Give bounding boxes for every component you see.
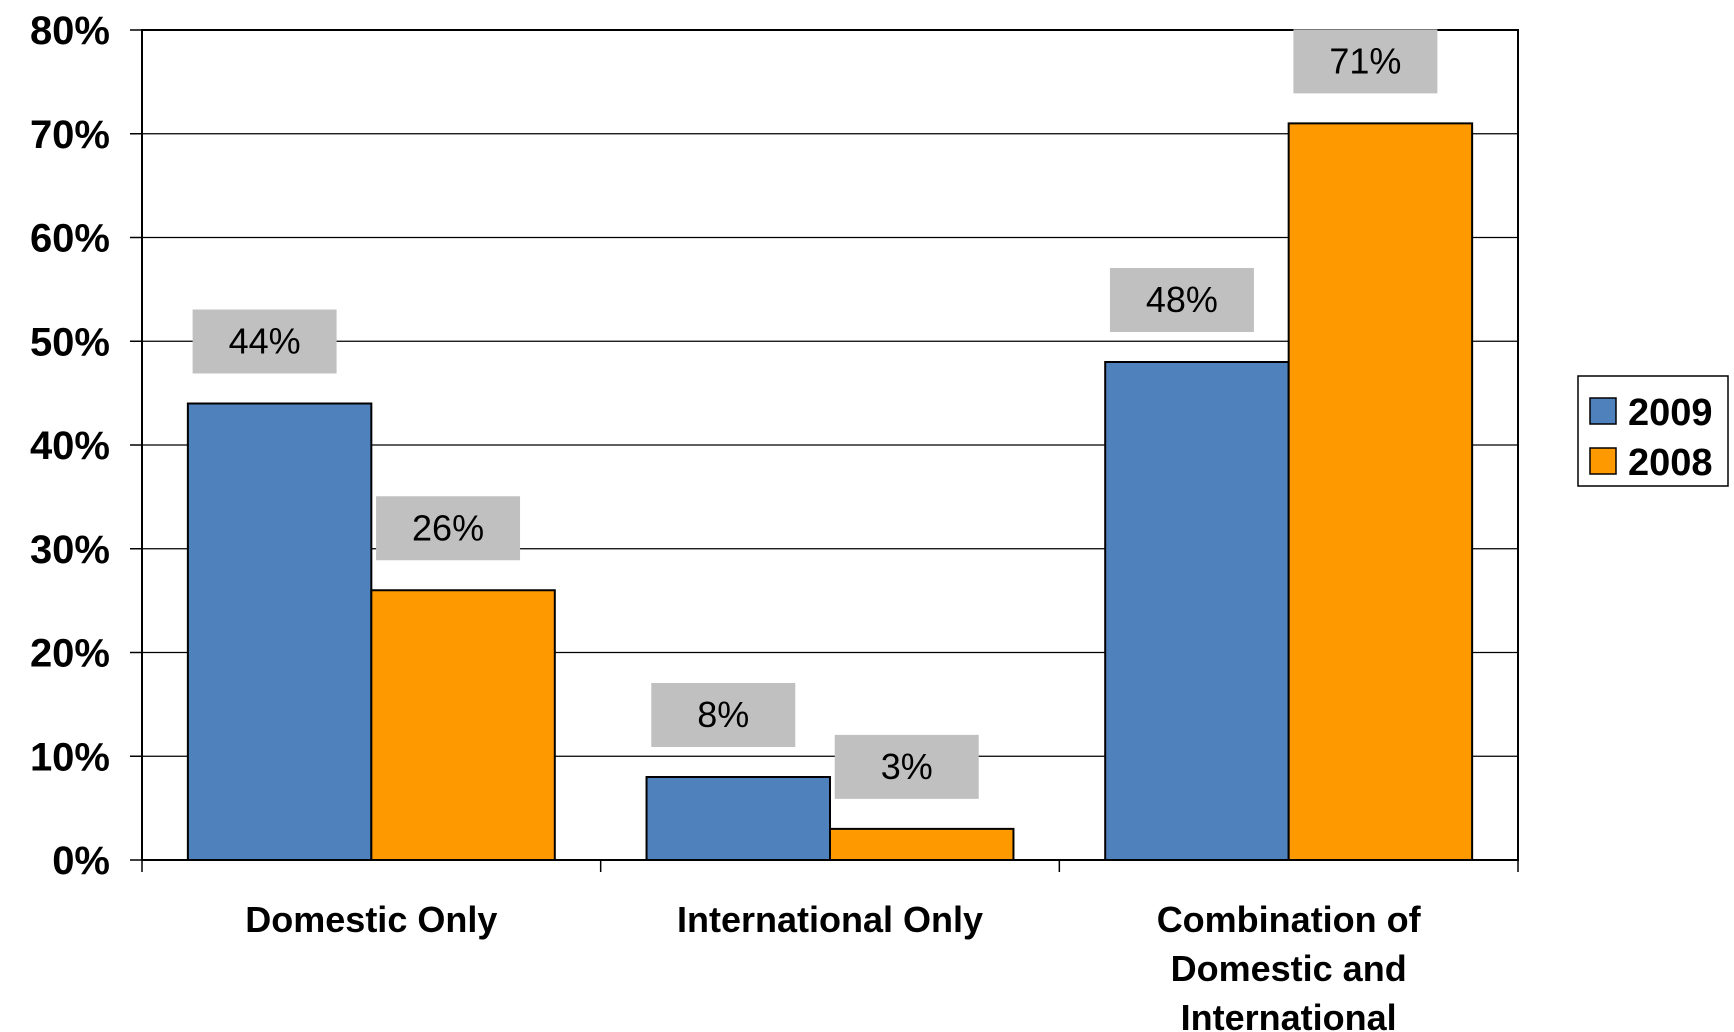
x-category-label-line: Combination of xyxy=(1157,899,1422,940)
x-axis: Domestic Only International Only Combinati… xyxy=(141,860,1519,1032)
data-label-box xyxy=(1109,268,1254,332)
y-tick-label: 30% xyxy=(30,528,110,572)
data-label: 44% xyxy=(229,321,301,362)
y-tick-label: 40% xyxy=(30,424,110,468)
data-label: 8% xyxy=(697,694,749,735)
y-tick-label: 80% xyxy=(30,9,110,53)
data-label: 48% xyxy=(1146,279,1218,320)
x-category-label-line: International xyxy=(1181,997,1397,1032)
x-category-label: Domestic Only xyxy=(245,899,497,940)
legend-swatch-2008 xyxy=(1589,447,1617,475)
data-label: 71% xyxy=(1329,40,1401,81)
y-tick-label: 0% xyxy=(52,839,110,883)
x-category-label-line: Domestic and xyxy=(1171,948,1407,989)
x-category-label: International Only xyxy=(677,899,983,940)
bar-2009 xyxy=(1104,361,1290,861)
data-label-box xyxy=(651,683,796,747)
y-tick-label: 70% xyxy=(30,113,110,157)
x-category-label-line: Domestic Only xyxy=(245,899,497,940)
data-labels: 44% 8% 48% 26% 3% 71% xyxy=(192,29,1438,799)
legend: 2009 2008 xyxy=(1577,375,1729,487)
y-axis: 0% 10% 20% 30% 40% 50% 60% 70% 80% xyxy=(30,9,142,883)
bars xyxy=(186,122,1474,861)
bar-2008 xyxy=(829,827,1015,861)
y-tick-label: 50% xyxy=(30,320,110,364)
x-category-label-line: International Only xyxy=(677,899,983,940)
bar-2008 xyxy=(1287,122,1474,861)
legend-label-2008: 2008 xyxy=(1628,442,1713,484)
y-tick-label: 60% xyxy=(30,217,110,261)
legend-label-2009: 2009 xyxy=(1628,392,1713,434)
data-label-box xyxy=(834,734,979,799)
data-label-box xyxy=(1293,29,1438,94)
bar-2008 xyxy=(370,589,556,861)
bar-2009 xyxy=(645,776,831,861)
data-label: 26% xyxy=(412,507,484,548)
x-category-label: Combination of Domestic and International xyxy=(1157,899,1422,1032)
legend-swatch-2009 xyxy=(1589,397,1617,425)
data-label-box xyxy=(192,309,337,374)
data-label-box xyxy=(376,496,521,561)
bar-2009 xyxy=(186,402,373,861)
data-label: 3% xyxy=(881,746,933,787)
y-tick-label: 10% xyxy=(30,735,110,779)
y-tick-label: 20% xyxy=(30,632,110,676)
